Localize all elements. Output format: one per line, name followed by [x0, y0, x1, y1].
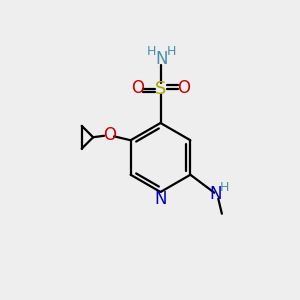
Text: O: O	[131, 79, 144, 97]
Text: O: O	[103, 126, 116, 144]
Text: S: S	[155, 80, 166, 98]
Text: N: N	[210, 185, 222, 203]
Text: N: N	[154, 190, 167, 208]
Text: H: H	[220, 181, 229, 194]
Text: H: H	[147, 45, 156, 58]
Text: O: O	[177, 79, 190, 97]
Text: N: N	[156, 50, 168, 68]
Text: H: H	[167, 45, 177, 58]
